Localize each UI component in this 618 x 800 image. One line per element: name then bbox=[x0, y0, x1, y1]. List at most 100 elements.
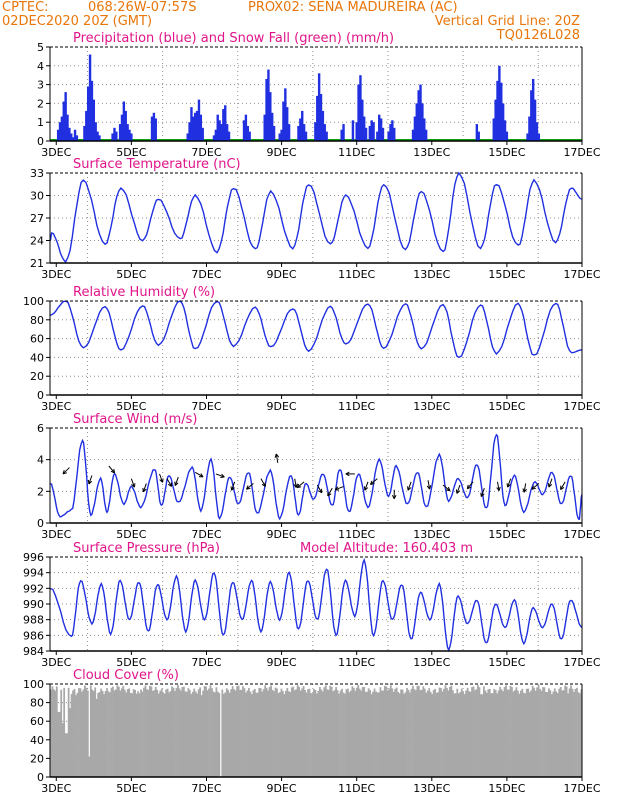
x-tick-label: 7DEC bbox=[191, 400, 221, 413]
cloud-bar bbox=[128, 688, 131, 777]
precipitation-bar bbox=[417, 90, 420, 141]
wind-arrow bbox=[174, 476, 179, 486]
chart-header: CPTEC: 068:26W-07:57S PROX02: SENA MADUREI… bbox=[2, 0, 580, 43]
wind-arrow-head bbox=[480, 492, 485, 497]
cloud-bar bbox=[475, 689, 478, 777]
x-tick-label: 9DEC bbox=[267, 782, 297, 795]
wind-arrow-head bbox=[327, 491, 332, 497]
precipitation-bar bbox=[98, 135, 101, 141]
panel-title: Cloud Cover (%) bbox=[73, 668, 179, 683]
wind-arrow bbox=[466, 481, 474, 490]
cloud-bar bbox=[55, 686, 58, 777]
x-tick-label: 5DEC bbox=[116, 400, 146, 413]
cloud-bar bbox=[197, 689, 200, 777]
cloud-bar bbox=[480, 694, 482, 777]
cloud-bar bbox=[344, 693, 346, 777]
cloud-bar bbox=[225, 688, 228, 777]
cloud-bar bbox=[413, 689, 416, 777]
cloud-bar bbox=[370, 694, 373, 777]
wind-arrow-shaft bbox=[523, 483, 527, 493]
precipitation-bar bbox=[66, 114, 69, 141]
y-tick-label: 80 bbox=[30, 314, 44, 327]
wind-arrow-shaft bbox=[407, 481, 412, 491]
precipitation-bar bbox=[391, 120, 394, 141]
precipitation-bar bbox=[113, 127, 116, 141]
cloud-bar bbox=[166, 688, 169, 777]
cloud-bar bbox=[324, 685, 327, 777]
cloud-bar bbox=[466, 687, 469, 777]
cloud-bar bbox=[100, 688, 103, 777]
precipitation-bar bbox=[194, 112, 197, 141]
cloud-bar bbox=[478, 687, 481, 777]
cloud-bar bbox=[553, 688, 556, 777]
wind-arrow-shaft bbox=[497, 481, 500, 491]
precipitation-bar bbox=[286, 107, 289, 141]
cloud-bar bbox=[360, 690, 363, 777]
header-station: PROX02: SENA MADUREIRA (AC) bbox=[248, 0, 458, 15]
cloud-bar bbox=[246, 690, 249, 777]
cloud-bar bbox=[151, 690, 154, 777]
precipitation-bar bbox=[364, 127, 368, 141]
wind-arrow bbox=[426, 480, 432, 490]
cloud-bar bbox=[153, 690, 156, 777]
cloud-bar bbox=[392, 691, 395, 777]
x-tick-label: 5DEC bbox=[116, 782, 146, 795]
cloud-bar bbox=[299, 690, 302, 777]
x-tick-label: 11DEC bbox=[338, 782, 375, 795]
cloud-bar bbox=[228, 692, 231, 777]
cloud-bar bbox=[60, 689, 63, 777]
cloud-bar bbox=[95, 698, 98, 777]
humidity-panel: Relative Humidity (%) 0 20 40 60 80 100 3DEC 5DE… bbox=[23, 285, 601, 413]
x-tick-label: 11DEC bbox=[338, 656, 375, 669]
cloud-bar bbox=[338, 693, 340, 777]
header-source: CPTEC: bbox=[2, 0, 49, 15]
wind-arrow-shaft bbox=[88, 475, 93, 485]
cloud-bar bbox=[333, 690, 336, 777]
cloud-bar bbox=[318, 687, 321, 777]
cloud-bar bbox=[549, 690, 552, 777]
cloud-bar bbox=[79, 688, 82, 777]
wind-arrow-shaft bbox=[560, 481, 566, 490]
precipitation-bar bbox=[248, 131, 251, 141]
precipitation-bar bbox=[378, 114, 381, 141]
cloud-bar bbox=[199, 687, 202, 777]
cloud-bar bbox=[274, 687, 277, 777]
cloud-bar bbox=[490, 693, 493, 777]
cloud-bar bbox=[488, 688, 491, 777]
cloud-bar bbox=[509, 685, 512, 777]
cloud-bar bbox=[320, 689, 323, 777]
cloud-bar bbox=[571, 688, 574, 777]
precipitation-bar bbox=[64, 92, 67, 141]
cloud-bar bbox=[83, 685, 86, 777]
precipitation-bar bbox=[535, 122, 539, 141]
cloud-bar bbox=[193, 688, 196, 777]
cloud-bar bbox=[525, 688, 528, 777]
precipitation-bar bbox=[242, 120, 246, 141]
cloud-bar bbox=[70, 694, 73, 777]
cloud-bar bbox=[332, 691, 335, 777]
cloud-bar bbox=[107, 691, 110, 777]
wind-arrow-head bbox=[466, 484, 472, 490]
wind-arrow bbox=[560, 481, 566, 491]
cloud-bar bbox=[224, 692, 227, 777]
cloud-bar bbox=[115, 689, 117, 777]
x-tick-label: 13DEC bbox=[413, 782, 450, 795]
cloud-bar bbox=[382, 690, 385, 777]
cloud-bar bbox=[295, 689, 298, 777]
precipitation-bar bbox=[361, 99, 364, 141]
cloud-bar bbox=[180, 690, 182, 777]
cloud-bar bbox=[109, 692, 111, 777]
cloud-bar bbox=[366, 691, 369, 777]
cloud-bar bbox=[203, 686, 206, 777]
cloud-bar bbox=[233, 689, 236, 777]
cloud-bar bbox=[574, 688, 577, 777]
precipitation-bar bbox=[86, 86, 90, 141]
precipitation-bar bbox=[477, 131, 480, 141]
precipitation-bar bbox=[526, 133, 529, 141]
precipitation-bar bbox=[124, 110, 127, 141]
precipitation-bar bbox=[531, 78, 535, 141]
wind-arrow-shaft bbox=[334, 486, 344, 491]
wind-arrow bbox=[194, 471, 204, 478]
cloud-bar bbox=[383, 685, 386, 777]
wind-arrow-head bbox=[261, 482, 266, 487]
